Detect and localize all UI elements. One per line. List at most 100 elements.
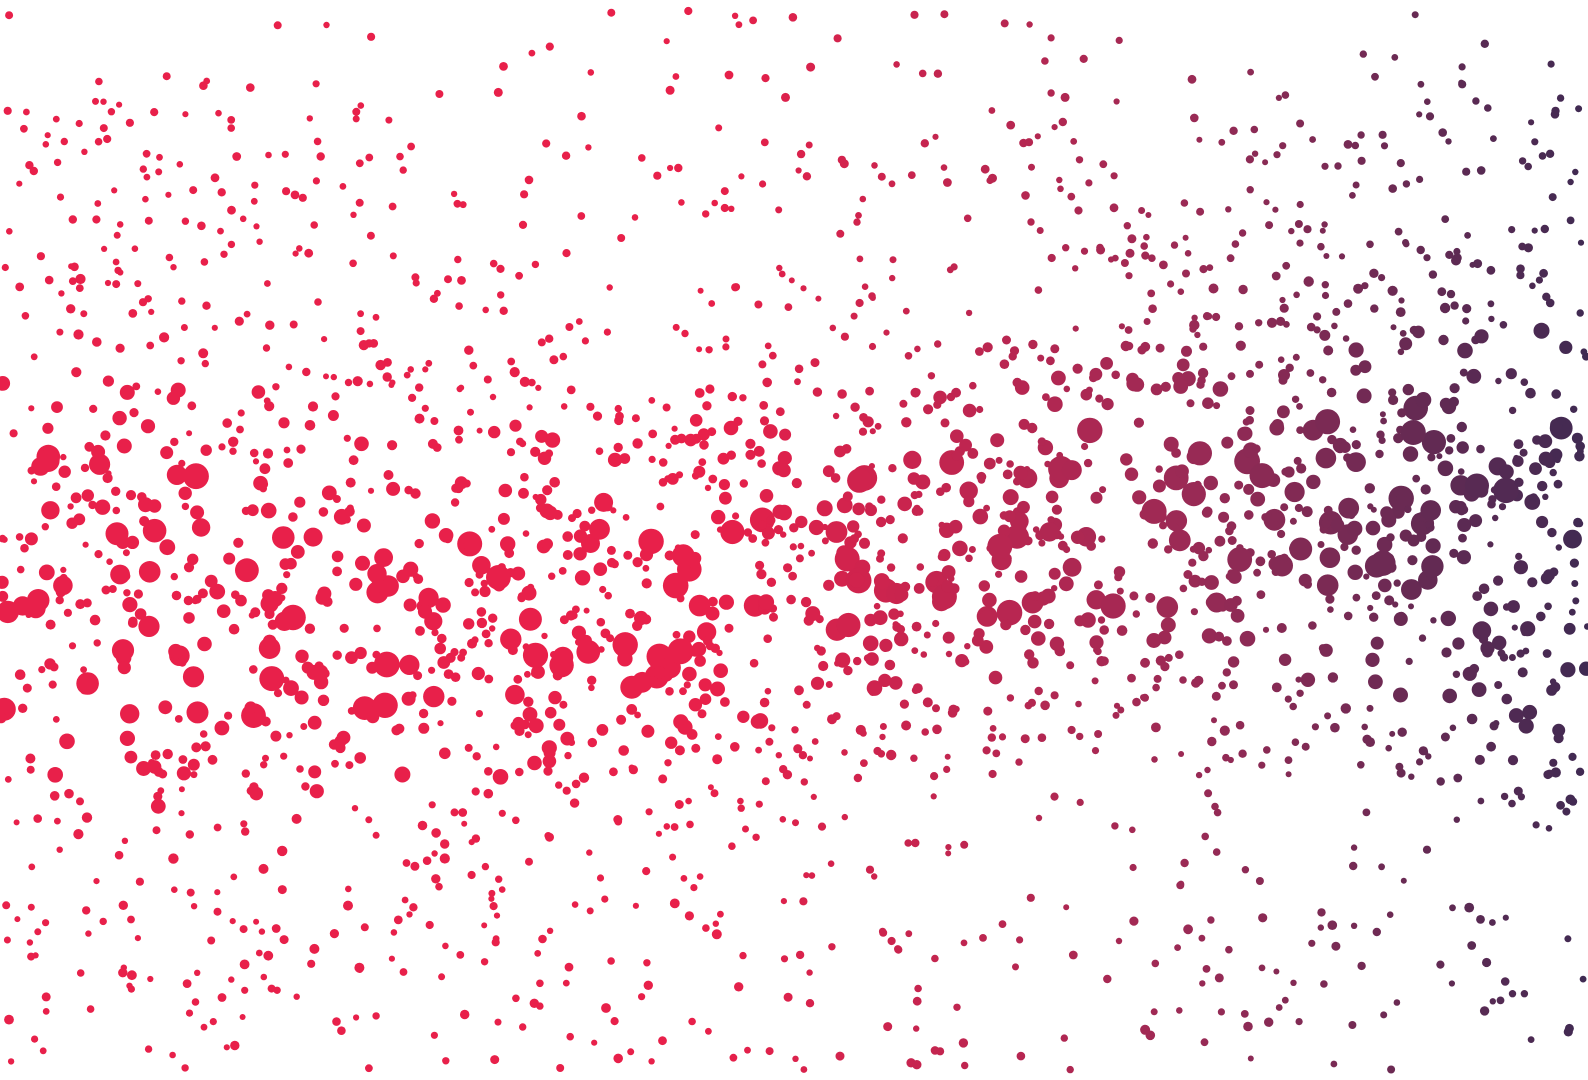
particle-dot — [443, 533, 453, 544]
particle-dot — [321, 336, 328, 343]
particle-dot — [1027, 657, 1039, 669]
particle-dot — [481, 629, 491, 639]
particle-dot — [354, 962, 365, 973]
particle-dot — [1318, 644, 1327, 653]
particle-dot — [1448, 396, 1459, 407]
particle-dot — [739, 479, 748, 488]
particle-dot — [779, 428, 792, 441]
particle-dot — [1556, 94, 1565, 102]
particle-dot — [663, 823, 671, 830]
particle-dot — [983, 706, 993, 716]
particle-dot — [133, 589, 143, 599]
particle-dot — [1284, 756, 1293, 764]
particle-dot — [1559, 340, 1573, 354]
particle-dot — [1189, 325, 1197, 333]
particle-dot — [425, 920, 434, 930]
particle-dot — [481, 922, 488, 929]
particle-dot — [312, 177, 320, 185]
particle-dot — [366, 231, 375, 240]
particle-dot — [1180, 858, 1189, 868]
particle-dot — [1396, 611, 1407, 623]
particle-dot — [1277, 405, 1290, 419]
particle-dot — [1118, 323, 1125, 330]
particle-dot — [795, 515, 808, 529]
particle-dot — [354, 752, 367, 764]
particle-dot — [1557, 417, 1566, 426]
particle-dot — [25, 161, 34, 170]
particle-dot — [157, 787, 165, 795]
particle-dot — [655, 830, 663, 837]
particle-dot — [940, 10, 949, 19]
particle-dot — [304, 623, 316, 634]
particle-dot — [230, 873, 238, 881]
particle-dot — [1226, 521, 1237, 531]
particle-dot — [1387, 285, 1398, 296]
particle-dot — [366, 710, 380, 724]
particle-dot — [286, 732, 293, 739]
particle-dot — [471, 666, 485, 681]
particle-dot — [728, 842, 736, 850]
particle-dot — [442, 1057, 450, 1065]
particle-dot — [38, 666, 46, 674]
particle-dot — [653, 666, 666, 679]
particle-dot — [260, 973, 268, 981]
particle-dot — [1057, 540, 1068, 551]
particle-dot — [92, 215, 101, 224]
particle-dot — [1262, 159, 1269, 166]
particle-dot — [1184, 250, 1192, 257]
particle-dot — [118, 900, 128, 910]
particle-dot — [1371, 72, 1379, 81]
particle-dot — [1436, 777, 1445, 786]
particle-dot — [887, 936, 896, 946]
particle-dot — [389, 379, 396, 386]
particle-dot — [1090, 491, 1103, 504]
particle-dot — [228, 976, 235, 983]
particle-dot — [372, 313, 380, 321]
particle-dot — [1023, 649, 1035, 660]
particle-dot — [685, 797, 692, 805]
particle-dot — [1097, 616, 1106, 624]
particle-dot — [76, 797, 84, 806]
particle-dot — [930, 793, 937, 800]
particle-dot — [606, 545, 616, 555]
particle-dot — [1151, 959, 1160, 968]
particle-dot — [331, 759, 339, 768]
particle-dot — [1013, 465, 1028, 480]
particle-dot — [80, 666, 87, 673]
particle-dot — [273, 689, 283, 698]
particle-dot — [1346, 452, 1366, 472]
particle-dot — [1202, 965, 1211, 973]
particle-dot — [1263, 199, 1270, 206]
particle-dot — [1246, 186, 1254, 194]
particle-dot — [1536, 611, 1546, 622]
particle-dot — [524, 175, 534, 185]
particle-dot — [526, 404, 533, 411]
particle-dot — [1308, 621, 1317, 630]
particle-dot — [1529, 462, 1542, 475]
particle-dot — [1563, 622, 1576, 635]
particle-dot — [26, 765, 35, 774]
particle-dot — [520, 472, 529, 482]
particle-dot — [183, 562, 195, 573]
particle-dot — [932, 724, 942, 735]
particle-dot — [348, 455, 359, 466]
particle-dot — [1416, 531, 1427, 543]
particle-dot — [702, 401, 712, 411]
particle-dot — [955, 654, 969, 668]
particle-dot — [1127, 673, 1136, 683]
particle-dot — [1225, 206, 1232, 213]
particle-dot — [507, 645, 518, 656]
particle-dot — [1057, 185, 1064, 193]
particle-dot — [244, 701, 257, 714]
particle-dot — [690, 530, 700, 540]
particle-dot — [1380, 142, 1389, 150]
particle-dot — [498, 886, 506, 893]
particle-dot — [1077, 417, 1103, 444]
particle-dot — [1227, 569, 1242, 584]
particle-dot — [150, 108, 159, 117]
particle-dot — [1537, 480, 1548, 492]
particle-dot — [805, 141, 813, 149]
particle-dot — [1408, 603, 1414, 610]
particle-dot — [1392, 601, 1399, 608]
particle-dot — [1140, 1024, 1151, 1035]
